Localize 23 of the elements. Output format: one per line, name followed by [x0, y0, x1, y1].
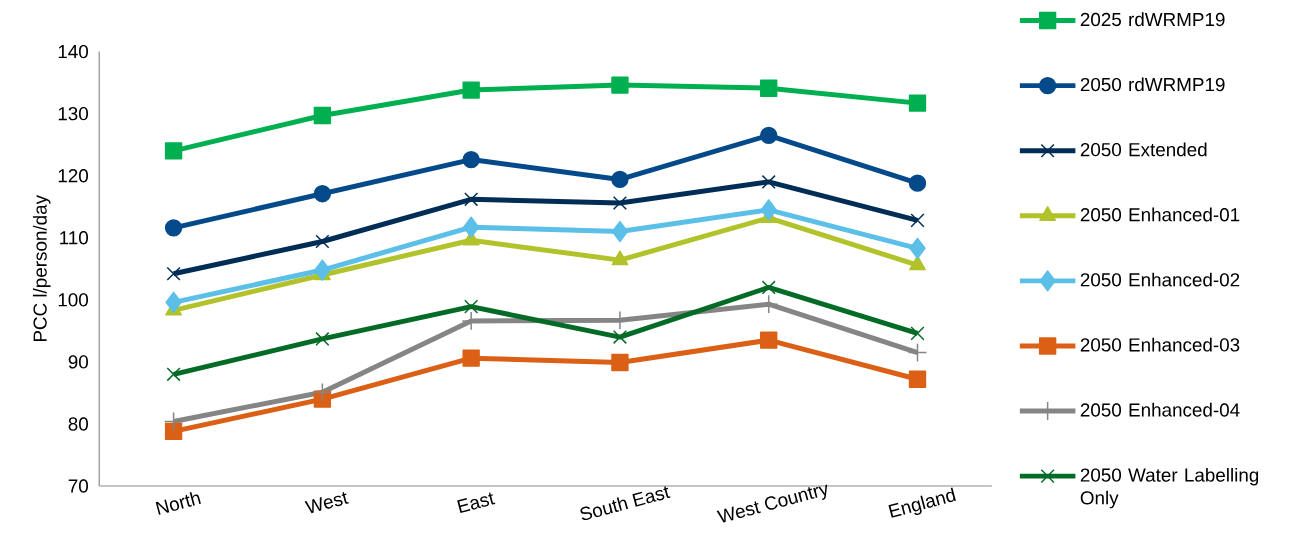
y-axis-title: PCC l/person/day: [32, 194, 51, 341]
legend-label: 2050 Water Labelling Only: [1080, 467, 1259, 509]
legend-label: 2025 rdWRMP19: [1080, 12, 1225, 26]
x-tick-label: East: [457, 492, 496, 513]
x-tick-label: West Country: [716, 484, 828, 523]
y-tick-label: 110: [60, 230, 89, 245]
legend-label: 2050 Enhanced-04: [1080, 402, 1240, 417]
legend-label: 2050 Enhanced-01: [1080, 207, 1240, 222]
y-tick-label: 140: [58, 44, 89, 59]
y-tick-label: 120: [58, 168, 89, 183]
x-tick-label: South East: [580, 485, 671, 520]
y-tick-label: 130: [58, 106, 89, 121]
x-tick-label: West: [304, 491, 349, 513]
y-tick-label: 80: [68, 417, 89, 431]
legend-label: 2050 Extended: [1080, 142, 1207, 157]
x-tick-label: North: [155, 491, 201, 515]
y-tick-label: 70: [68, 479, 89, 493]
legend-label: 2050 rdWRMP19: [1080, 77, 1225, 92]
y-tick-label: 90: [68, 355, 89, 369]
legend-label: 2050 Enhanced-02: [1080, 272, 1240, 287]
legend-label: 2050 Enhanced-03: [1080, 337, 1240, 352]
y-tick-label: 100: [58, 292, 89, 307]
x-tick-label: England: [888, 487, 956, 518]
